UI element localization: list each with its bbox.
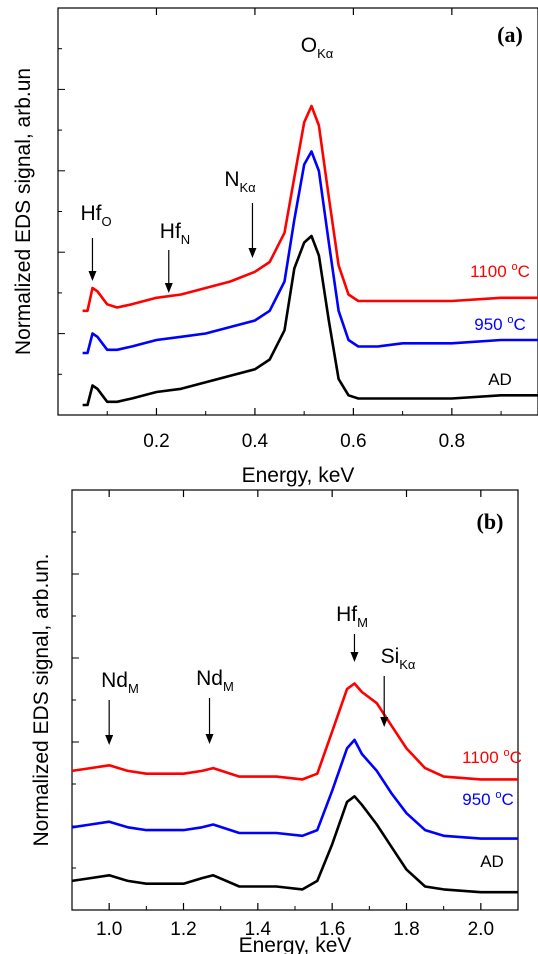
series-label-text: 1100 [462,748,503,767]
degree-sign: o [495,789,501,801]
series-line [82,150,538,355]
x-tick-label: 1.4 [245,919,272,940]
peak-label: HfN [160,220,190,247]
peak-label-base: Nd [101,669,128,692]
peak-label-sub: M [357,615,368,630]
panel-tag: (a) [497,22,523,47]
peak-label-sub: O [101,214,111,229]
series-label: AD [480,852,504,871]
panel-b: 1.0 1.2 1.4 1.6 1.8 2.0 Energy, keV Normalized … [30,489,522,954]
series-line [82,234,538,407]
peak-label-base: Si [381,645,400,668]
unit: C [510,748,522,767]
x-tick-label: 1.8 [393,919,419,940]
peak-label: HfM [336,603,368,630]
unit: C [513,315,525,334]
series-line [82,104,538,313]
peak-label-base: Hf [80,202,101,225]
peak-label: HfO [80,202,111,229]
x-tick-label: 0.6 [340,431,366,452]
arrow-head-icon [105,735,114,745]
plot-frame [71,489,519,911]
series-label-text: 950 [462,790,495,809]
arrow-head-icon [164,283,173,293]
arrow-head-icon [88,271,97,281]
arrow-head-icon [248,248,257,258]
arrow-head-icon [380,717,389,727]
unit: C [518,262,530,281]
peak-label: SiKα [381,645,416,672]
peak-label-sub: M [223,679,234,694]
peak-label: NdM [101,669,139,696]
series-line [71,738,518,840]
x-tick-label: 0.4 [242,431,269,452]
peak-label: NKα [224,168,256,195]
series-label: 950 oC [462,789,514,809]
peak-label-base: Hf [336,603,357,626]
x-axis-title: Energy, keV [242,464,355,487]
x-tick-label: 2.0 [468,919,494,940]
peak-label-base: Nd [196,667,223,690]
peak-label-base: N [224,168,239,191]
x-tick-label: 0.2 [143,431,169,452]
degree-sign: o [503,747,509,759]
peak-label: OKα [301,34,334,61]
series-label-text: AD [480,852,504,871]
series-label-text: AD [488,370,512,389]
panel-tag: (b) [477,509,504,534]
series-line [71,794,518,894]
series-label: 1100 oC [462,747,522,767]
x-axis-title: Energy, keV [239,934,352,954]
unit: C [501,790,513,809]
y-axis-title: Normalized EDS signal, arb.un. [30,554,53,847]
plot-frame [57,7,538,416]
arrow-head-icon [350,652,359,662]
series-label: 950 oC [474,314,526,334]
degree-sign: o [511,261,517,273]
y-axis-title: Normalized EDS signal, arb.un [12,68,35,355]
peak-label-sub: Kα [239,180,256,195]
peak-label-sub: N [181,232,190,247]
series-label-text: 950 [474,315,507,334]
x-tick-label: 1.2 [170,919,196,940]
series-line [71,682,518,781]
panel-a: 0.2 0.4 0.6 0.8 Energy, keV Normalized EDS si… [12,7,538,487]
x-tick-label: 0.8 [439,431,465,452]
series-label: 1100 oC [470,261,530,281]
arrow-head-icon [205,734,214,744]
x-tick-label: 1.6 [319,919,345,940]
peak-label-sub: M [128,681,139,696]
peak-label-sub: Kα [399,657,416,672]
peak-label: NdM [196,667,234,694]
series-label-text: 1100 [470,262,511,281]
degree-sign: o [507,314,513,326]
peak-label-sub: Kα [317,46,334,61]
peak-label-base: O [301,34,317,57]
series-label: AD [488,370,512,389]
peak-label-base: Hf [160,220,181,243]
x-tick-label: 1.0 [96,919,122,940]
